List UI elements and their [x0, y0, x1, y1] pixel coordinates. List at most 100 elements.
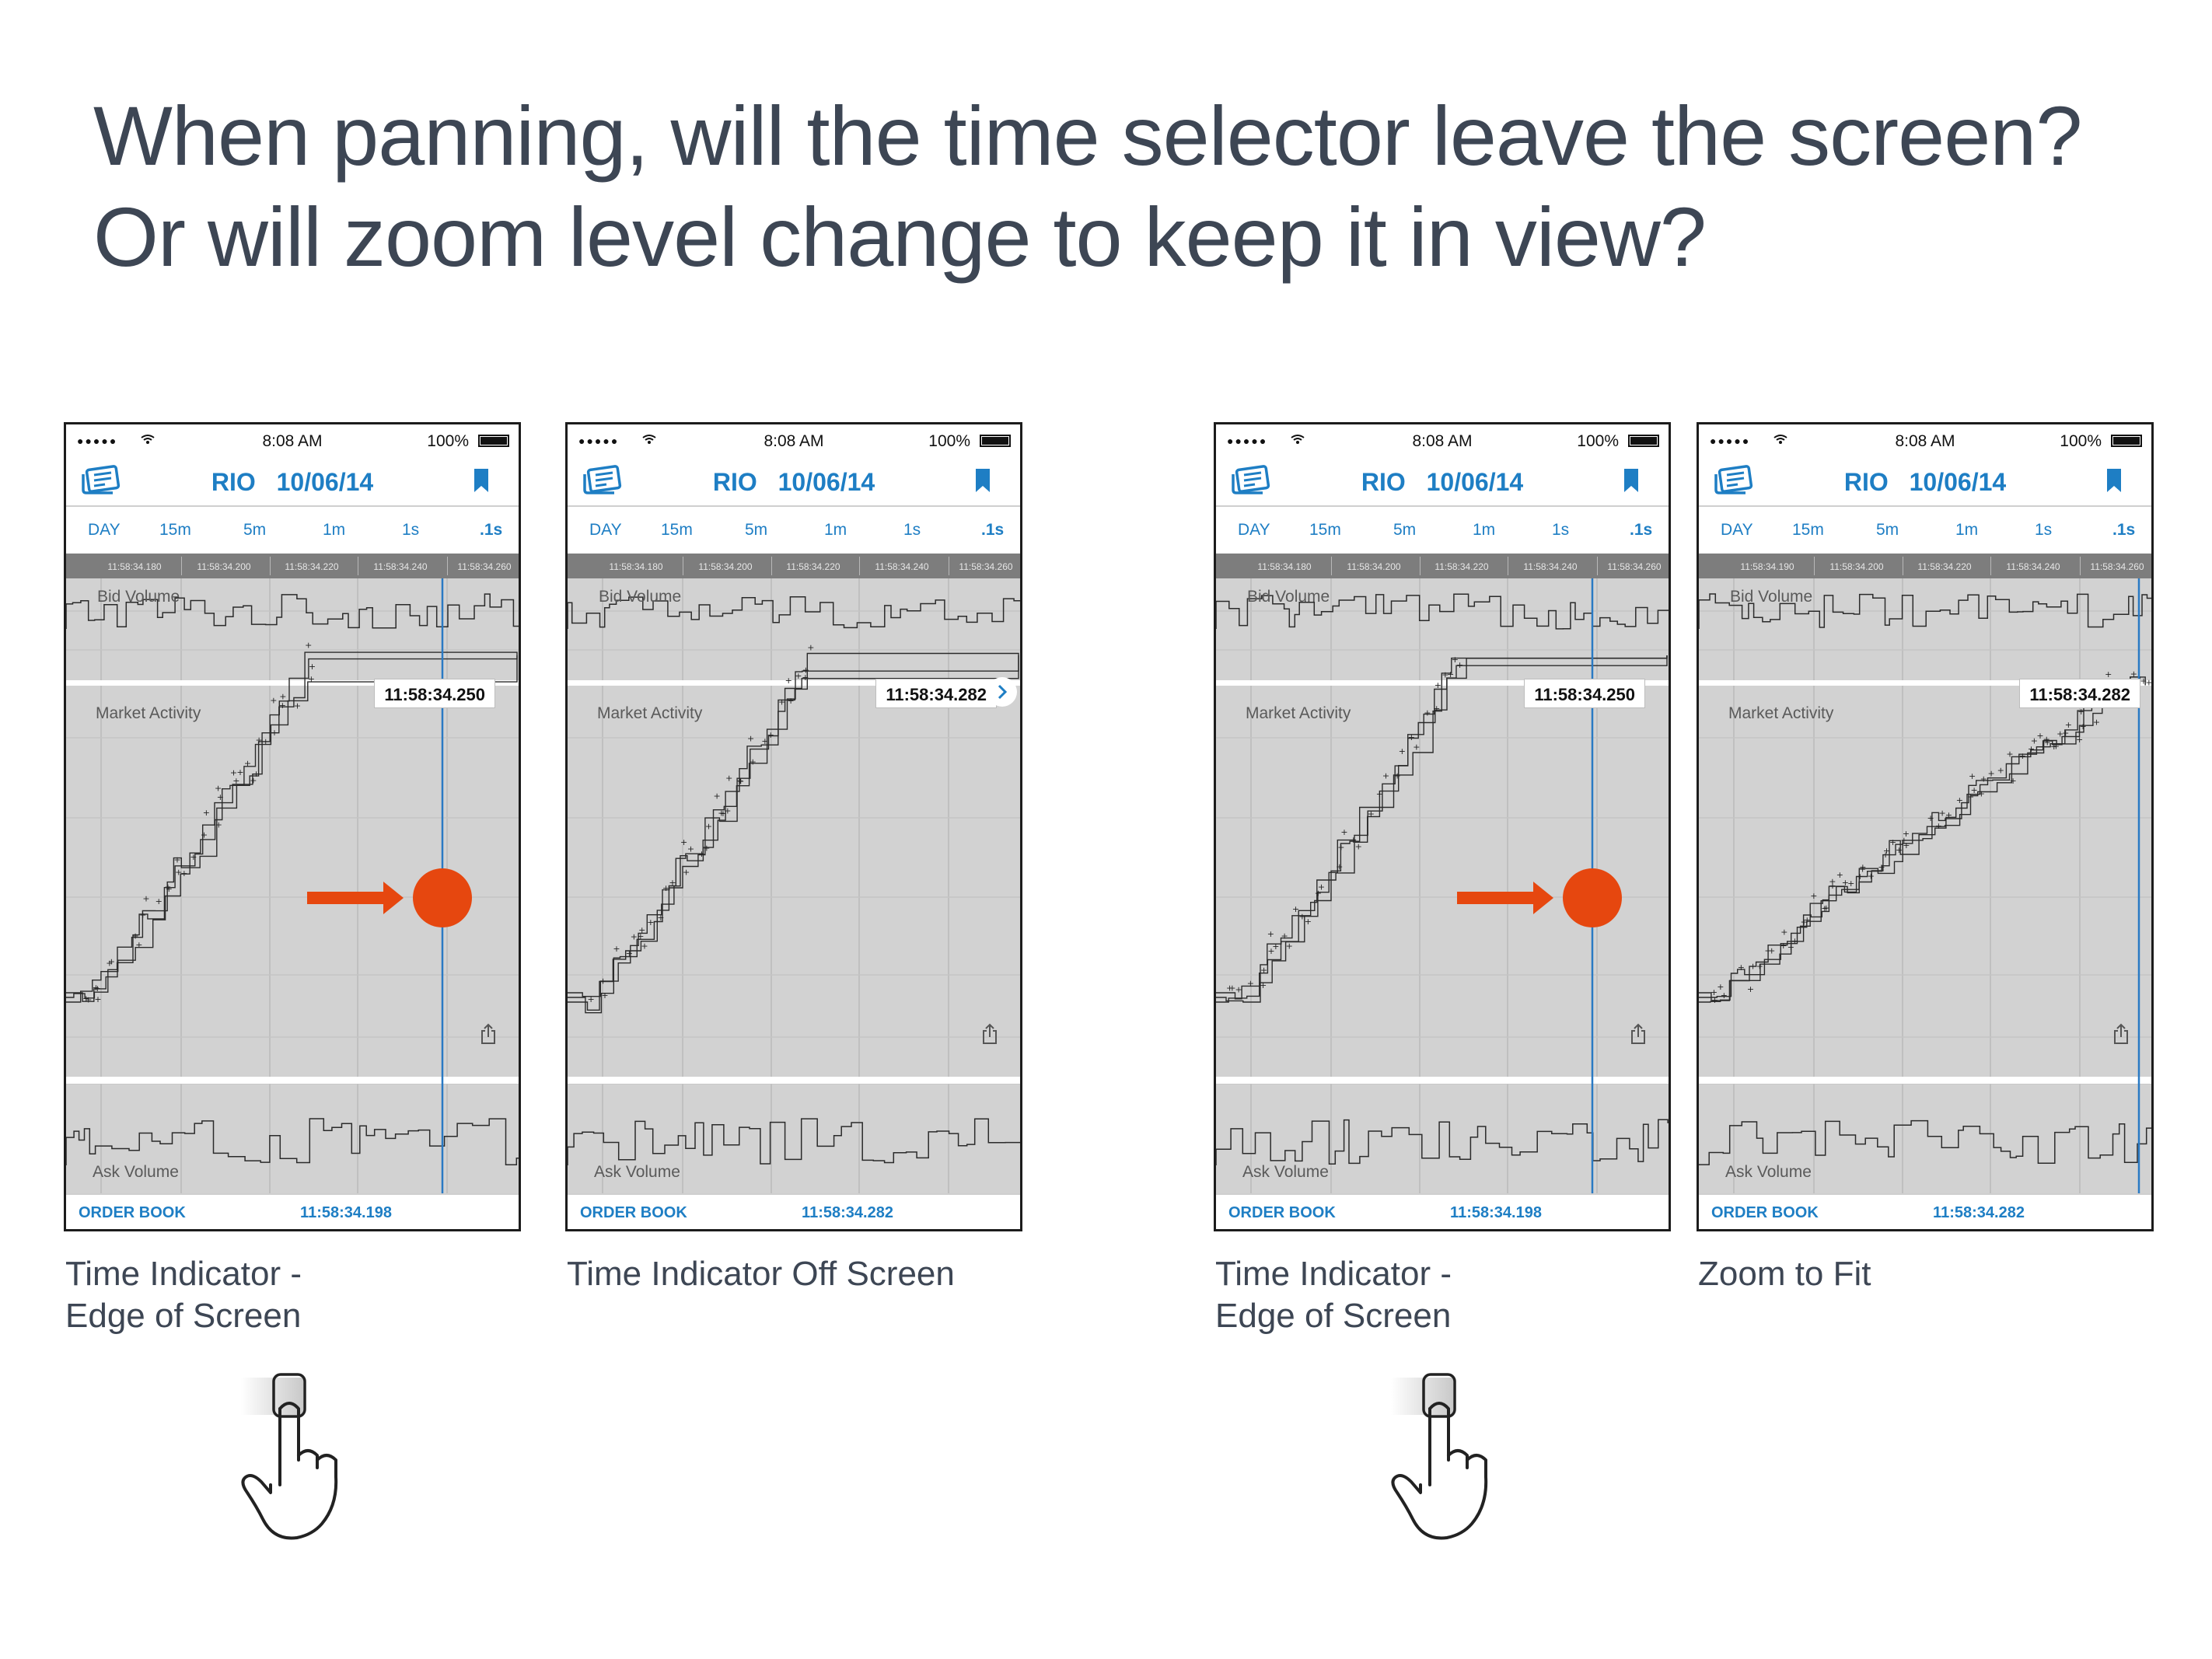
chevron-right-icon	[998, 684, 1008, 700]
footer-bar: ORDER BOOK 11:58:34.198	[66, 1193, 519, 1229]
trade-marker: +	[94, 983, 101, 994]
trade-marker: +	[215, 819, 222, 830]
bid-volume-label: Bid Volume	[1730, 588, 1813, 606]
market-activity-series	[1216, 655, 1668, 1003]
timeframe-tab[interactable]: 5m	[745, 521, 768, 539]
news-icon[interactable]	[1713, 465, 1753, 500]
ask-volume-label: Ask Volume	[1725, 1163, 1812, 1181]
trade-marker: +	[2145, 678, 2151, 688]
timeframe-tab[interactable]: 15m	[661, 521, 693, 539]
trade-marker: +	[1969, 771, 1976, 781]
bid-volume-series	[568, 596, 1020, 629]
timeframe-tab[interactable]: .1s	[1630, 521, 1653, 539]
bookmark-icon[interactable]	[975, 468, 991, 497]
time-indicator-label[interactable]: 11:58:34.282	[2019, 679, 2140, 708]
timeframe-tab[interactable]: 1m	[323, 521, 346, 539]
timeframe-tab[interactable]: 1s	[402, 521, 420, 539]
trade-marker: +	[1903, 840, 1910, 850]
bookmark-icon[interactable]	[2106, 468, 2122, 497]
order-book-button[interactable]: ORDER BOOK	[1228, 1204, 1336, 1221]
order-book-button[interactable]: ORDER BOOK	[79, 1204, 186, 1221]
bookmark-icon[interactable]	[1623, 468, 1639, 497]
trade-marker: +	[1447, 669, 1454, 679]
trade-marker: +	[1228, 983, 1235, 994]
bid-volume-series	[66, 593, 519, 629]
timeframe-tab[interactable]: 15m	[159, 521, 191, 539]
trade-marker: +	[680, 837, 687, 847]
trade-marker: +	[142, 893, 149, 903]
share-icon[interactable]	[1630, 1023, 1647, 1049]
time-indicator-label[interactable]: 11:58:34.282	[875, 679, 997, 708]
trade-marker: +	[601, 990, 608, 1001]
timeframe-tab[interactable]: 15m	[1792, 521, 1824, 539]
trade-marker: +	[2053, 742, 2060, 752]
scroll-to-indicator-button[interactable]	[987, 677, 1017, 707]
panel-divider	[1699, 680, 2151, 686]
timeframe-tab[interactable]: 1s	[1552, 521, 1570, 539]
trade-marker: +	[1756, 962, 1763, 972]
timeframe-tab[interactable]: DAY	[1238, 521, 1270, 539]
trade-marker: +	[1452, 655, 1459, 665]
timeframe-tab[interactable]: DAY	[1721, 521, 1753, 539]
battery-icon	[980, 435, 1011, 447]
trade-marker: +	[638, 925, 645, 935]
panel-divider	[1216, 1077, 1669, 1084]
timeframe-tab[interactable]: .1s	[2112, 521, 2136, 539]
panel-divider	[568, 680, 1020, 686]
timeframe-tab[interactable]: 1s	[2035, 521, 2053, 539]
chart-area[interactable]: + + + + + + + + + + + + + + + + + + + + + + + + + + + + + + + + + + + Bid V…	[1216, 578, 1669, 1193]
timeframe-tab[interactable]: .1s	[981, 521, 1005, 539]
order-book-button[interactable]: ORDER BOOK	[1711, 1204, 1819, 1221]
caption-line: Edge of Screen	[65, 1297, 302, 1335]
time-indicator-label[interactable]: 11:58:34.250	[374, 679, 495, 708]
trade-marker: +	[1226, 983, 1233, 994]
panel-divider	[66, 680, 519, 686]
share-icon[interactable]	[981, 1023, 998, 1049]
timeframe-tab[interactable]: 1m	[1955, 521, 1979, 539]
navigation-bar: RIO 10/06/14	[66, 457, 519, 507]
timeframe-tab[interactable]: 5m	[243, 521, 267, 539]
trade-marker: +	[1956, 795, 1963, 805]
share-icon[interactable]	[480, 1023, 497, 1049]
news-icon[interactable]	[80, 465, 121, 500]
timeframe-tab[interactable]: DAY	[88, 521, 121, 539]
time-indicator-label[interactable]: 11:58:34.250	[1524, 679, 1645, 708]
panel-divider	[66, 1077, 519, 1084]
timeframe-tab[interactable]: 1m	[824, 521, 847, 539]
bid-volume-label: Bid Volume	[599, 588, 682, 606]
trade-marker: +	[2076, 735, 2083, 745]
trade-marker: +	[94, 994, 101, 1004]
trade-marker: +	[1721, 990, 1728, 1001]
timeframe-tab[interactable]: 15m	[1309, 521, 1341, 539]
trade-marker: +	[215, 784, 222, 794]
chart-area[interactable]: + + + + + + + + + + + + + + + + + + + + + + + + + + + + + + + + + + + + + + + B…	[66, 578, 519, 1193]
trade-marker: +	[1315, 889, 1322, 899]
trade-marker: +	[253, 769, 260, 779]
timeframe-tab[interactable]: 5m	[1393, 521, 1417, 539]
bookmark-icon[interactable]	[474, 468, 489, 497]
trade-marker: +	[1859, 862, 1866, 872]
chart-area[interactable]: + + + + + + + + + + + + + + + + + + + + + + + + + + + + + + + + + + + + + Bid…	[568, 578, 1020, 1193]
chart-area[interactable]: + + + + + + + + + + + + + + + + + + + + + + + + + + + + + + + + + + + + + + + +…	[1699, 578, 2151, 1193]
trade-marker: +	[1804, 915, 1811, 925]
trade-marker: +	[613, 944, 620, 954]
time-axis-tick: 11:58:34.260	[2090, 561, 2144, 572]
timeframe-tab[interactable]: 1m	[1473, 521, 1496, 539]
share-icon[interactable]	[2112, 1023, 2130, 1049]
trade-marker: +	[1857, 871, 1864, 882]
status-clock: 8:08 AM	[1895, 432, 1955, 450]
timeframe-tab[interactable]: 1s	[903, 521, 921, 539]
market-activity-series	[1699, 679, 2140, 1001]
time-axis-separator	[1597, 557, 1598, 575]
trade-marker: +	[1318, 882, 1325, 892]
trade-marker: +	[1780, 927, 1787, 937]
timeframe-tab[interactable]: DAY	[589, 521, 622, 539]
news-icon[interactable]	[1230, 465, 1270, 500]
news-icon[interactable]	[582, 465, 622, 500]
time-axis-separator	[2080, 557, 2081, 575]
drag-hint-arrow-head	[383, 882, 404, 914]
timeframe-tab[interactable]: 5m	[1876, 521, 1899, 539]
timeframe-tab[interactable]: .1s	[480, 521, 503, 539]
trade-marker: +	[2080, 721, 2087, 732]
order-book-button[interactable]: ORDER BOOK	[580, 1204, 687, 1221]
